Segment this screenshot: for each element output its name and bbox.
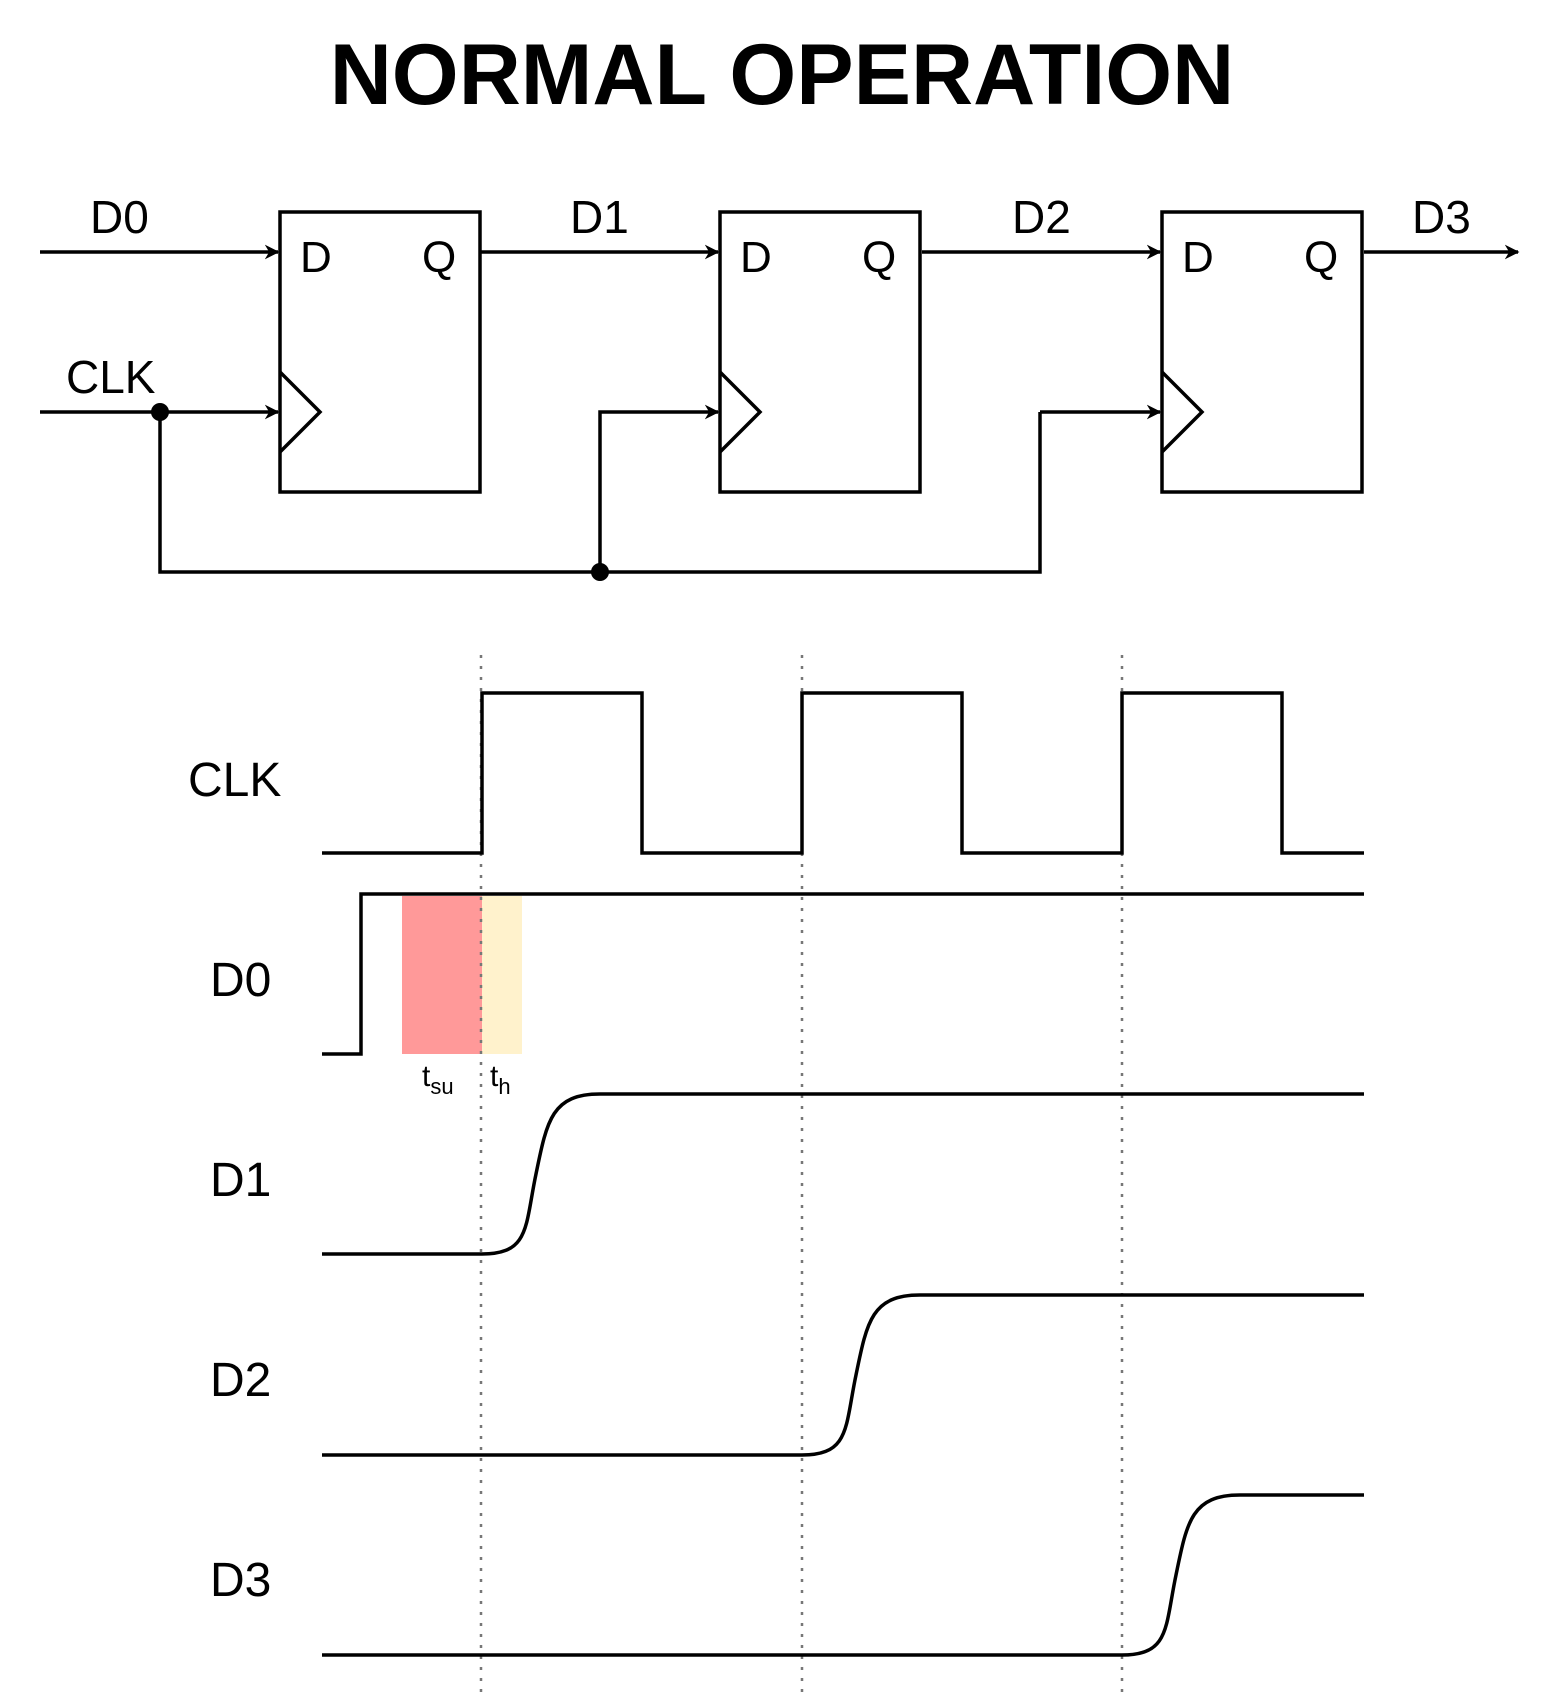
clock-input-triangle-icon [1160, 370, 1205, 454]
clock-input-triangle-icon [718, 370, 763, 454]
d1-signal-label: D1 [210, 1154, 271, 1207]
flipflop-2: D Q [718, 210, 922, 494]
d2-signal-label: D2 [210, 1354, 271, 1407]
circuit: D Q D Q D Q D0 CLK D1 D2 D3 [40, 191, 1520, 581]
d-pin-label: D [740, 233, 772, 282]
clk-branch-0 [598, 404, 720, 572]
d-pin-label: D [300, 233, 332, 282]
clk-junction-dot [591, 563, 609, 581]
d0-signal-label: D0 [210, 954, 271, 1007]
q-pin-label: Q [422, 233, 456, 282]
hold-time-subscript: h [498, 1074, 510, 1099]
setup-window [402, 896, 482, 1054]
q-pin-label: Q [1304, 233, 1338, 282]
q-pin-label: Q [862, 233, 896, 282]
hold-time-label: th [490, 1060, 511, 1099]
clk-waveform [322, 691, 1364, 855]
d3-wire-label: D3 [1412, 191, 1471, 243]
d3-waveform [322, 1493, 1364, 1657]
d-pin-label: D [1182, 233, 1214, 282]
d0-waveform [322, 892, 1364, 1056]
flipflop-3: D Q [1160, 210, 1364, 494]
clock-input-triangle-icon [278, 370, 323, 454]
d1-wire-label: D1 [570, 191, 629, 243]
setup-time-label: tsu [422, 1060, 454, 1099]
d1-waveform [322, 1092, 1364, 1256]
clk-signal-label: CLK [188, 754, 281, 807]
d0-wire-label: D0 [90, 191, 149, 243]
d2-waveform [322, 1293, 1364, 1457]
clk-wire-label: CLK [66, 351, 156, 403]
clk-junction-dot [151, 403, 169, 421]
flipflop-1: D Q [278, 210, 482, 494]
d3-signal-label: D3 [210, 1554, 271, 1607]
page-title: NORMAL OPERATION [330, 27, 1235, 123]
d2-wire-label: D2 [1012, 191, 1071, 243]
timing-diagram: CLK D0 D1 D2 D3 tsu th [188, 655, 1364, 1700]
setup-time-subscript: su [430, 1074, 453, 1099]
hold-window [482, 896, 522, 1054]
